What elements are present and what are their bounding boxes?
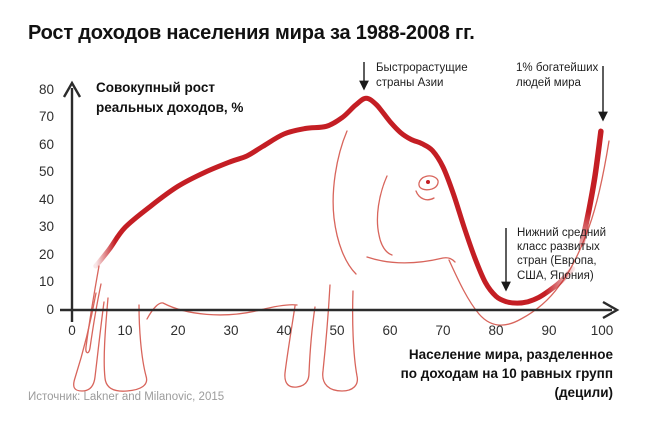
elephant-belly <box>146 302 298 320</box>
elephant-hind-leg-near <box>103 297 148 392</box>
x-tick-60: 60 <box>382 323 398 338</box>
income-growth-curve <box>93 95 576 306</box>
x-tick-30: 30 <box>223 323 239 338</box>
y-tick-30: 30 <box>38 219 54 234</box>
x-tick-80: 80 <box>488 323 504 338</box>
elephant-ear-back <box>332 130 357 275</box>
annotation-middle-class-line1: Нижний средний <box>517 227 607 239</box>
annotation-middle-class: Нижний средний класс развитых стран (Евр… <box>517 226 606 283</box>
annotation-middle-class-line4: США, Япония) <box>517 269 594 282</box>
elephant-front-leg-near <box>322 284 359 392</box>
annotation-arrows <box>359 62 608 292</box>
annotation-asia: Быстрорастущие страны Азии <box>376 61 468 91</box>
top1-percent-spike-curve <box>579 128 604 247</box>
x-tick-40: 40 <box>276 323 292 338</box>
annotation-top1-line2: людей мира <box>516 77 581 89</box>
x-tick-50: 50 <box>329 323 345 338</box>
x-axis-title-line3: (децили) <box>554 385 613 400</box>
annotation-middle-class-line3: стран (Европа, <box>517 255 597 268</box>
annotation-top1-line1: 1% богатейших <box>516 62 599 74</box>
x-tick-70: 70 <box>435 323 451 338</box>
x-axis-title-line2: по доходам на 10 равных групп <box>400 366 613 381</box>
axes <box>60 80 620 322</box>
elephant-ear-front <box>376 175 393 256</box>
annotation-asia-line2: страны Азии <box>376 77 444 89</box>
annotation-top1: 1% богатейших людей мира <box>516 61 598 91</box>
elephant-front-leg-far <box>284 305 316 388</box>
y-axis-title-line2: реальных доходов, % <box>96 100 244 115</box>
y-tick-80: 80 <box>38 82 54 97</box>
elephant-hind-leg-far <box>73 292 105 392</box>
y-axis-arrow-icon <box>62 80 82 98</box>
x-tick-100: 100 <box>590 323 614 338</box>
elephant-eye-outline <box>418 175 439 191</box>
y-axis-title: Совокупный рост реальных доходов, % <box>96 78 243 118</box>
x-tick-90: 90 <box>541 323 557 338</box>
x-tick-20: 20 <box>170 323 186 338</box>
y-tick-10: 10 <box>38 274 54 289</box>
x-tick-0: 0 <box>68 323 76 338</box>
y-tick-20: 20 <box>38 247 54 262</box>
elephant-trunk <box>448 140 610 326</box>
x-tick-10: 10 <box>117 323 133 338</box>
y-tick-70: 70 <box>38 109 54 124</box>
annotation-middle-class-line2: класс развитых <box>517 241 600 254</box>
elephant-outline-drawing <box>73 130 610 392</box>
y-axis-title-line1: Совокупный рост <box>96 80 215 95</box>
annotation-asia-line1: Быстрорастущие <box>376 62 468 74</box>
y-tick-0: 0 <box>46 302 54 317</box>
page-title: Рост доходов населения мира за 1988-2008… <box>28 22 475 44</box>
elephant-jaw <box>366 256 456 264</box>
elephant-tail <box>85 265 102 354</box>
elephant-eye-pupil <box>426 180 430 184</box>
y-tick-50: 50 <box>38 164 54 179</box>
source-note: Источник: Lakner and Milanovic, 2015 <box>28 391 225 403</box>
y-tick-40: 40 <box>38 192 54 207</box>
x-axis-title-line1: Население мира, разделенное <box>408 347 613 362</box>
x-axis-arrow-icon <box>602 300 620 320</box>
y-tick-60: 60 <box>38 137 54 152</box>
x-axis-title: Население мира, разделенное по доходам н… <box>360 345 613 402</box>
elephant-eye-crease <box>415 190 435 201</box>
